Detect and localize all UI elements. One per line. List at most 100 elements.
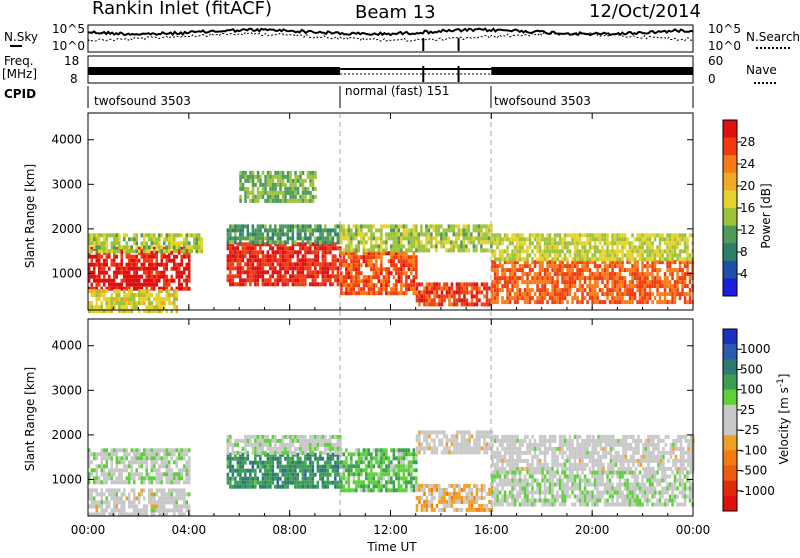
heatmap-cell — [249, 246, 252, 250]
heatmap-cell — [136, 504, 139, 508]
heatmap-cell — [431, 450, 434, 454]
heatmap-cell — [244, 179, 247, 183]
heatmap-cell — [166, 448, 169, 452]
heatmap-cell — [133, 496, 136, 500]
heatmap-cell — [471, 508, 474, 512]
heatmap-cell — [234, 224, 237, 228]
heatmap-cell — [355, 271, 358, 275]
heatmap-cell — [380, 480, 383, 484]
heatmap-cell — [176, 271, 179, 275]
heatmap-cell — [93, 305, 96, 309]
heatmap-cell — [574, 264, 577, 268]
heatmap-cell — [468, 496, 471, 500]
heatmap-cell — [516, 253, 519, 257]
heatmap-cell — [644, 264, 647, 268]
heatmap-cell — [227, 461, 230, 465]
heatmap-cell — [113, 480, 116, 484]
heatmap-cell — [148, 456, 151, 460]
heatmap-cell — [516, 300, 519, 304]
heatmap-cell — [151, 468, 154, 472]
heatmap-cell — [644, 288, 647, 292]
heatmap-cell — [423, 504, 426, 508]
heatmap-cell — [143, 460, 146, 464]
heatmap-cell — [277, 250, 280, 254]
heatmap-cell — [161, 460, 164, 464]
heatmap-cell — [287, 278, 290, 282]
heatmap-cell — [188, 460, 191, 464]
heatmap-cell — [239, 250, 242, 254]
heatmap-cell — [418, 244, 421, 248]
heatmap-cell — [294, 485, 297, 489]
heatmap-cell — [564, 272, 567, 276]
heatmap-cell — [421, 446, 424, 450]
heatmap-cell — [646, 268, 649, 272]
heatmap-cell — [98, 263, 101, 267]
heatmap-cell — [96, 293, 99, 297]
heatmap-cell — [309, 240, 312, 244]
heatmap-cell — [284, 250, 287, 254]
heatmap-cell — [619, 257, 622, 261]
heatmap-cell — [237, 242, 240, 246]
heatmap-cell — [606, 296, 609, 300]
heatmap-cell — [153, 504, 156, 508]
heatmap-cell — [544, 284, 547, 288]
heatmap-cell — [453, 302, 456, 306]
heatmap-cell — [176, 275, 179, 279]
heatmap-cell — [476, 434, 479, 438]
heatmap-cell — [269, 262, 272, 266]
heatmap-cell — [656, 284, 659, 288]
heatmap-cell — [133, 305, 136, 309]
heatmap-cell — [121, 255, 124, 259]
heatmap-cell — [456, 500, 459, 504]
heatmap-cell — [375, 259, 378, 263]
heatmap-cell — [106, 464, 109, 468]
heatmap-cell — [514, 237, 517, 241]
heatmap-cell — [546, 257, 549, 261]
heatmap-cell — [269, 187, 272, 191]
heatmap-cell — [148, 293, 151, 297]
heatmap-cell — [163, 452, 166, 456]
heatmap-cell — [511, 257, 514, 261]
heatmap-cell — [279, 191, 282, 195]
heatmap-cell — [450, 240, 453, 244]
heatmap-cell — [350, 464, 353, 468]
heatmap-cell — [373, 283, 376, 287]
heatmap-cell — [176, 267, 179, 271]
heatmap-cell — [186, 448, 189, 452]
heatmap-cell — [309, 469, 312, 473]
heatmap-cell — [292, 439, 295, 443]
heatmap-cell — [96, 245, 99, 249]
heatmap-cell — [428, 434, 431, 438]
heatmap-cell — [368, 480, 371, 484]
heatmap-cell — [277, 481, 280, 485]
heatmap-cell — [581, 272, 584, 276]
heatmap-cell — [436, 430, 439, 434]
heatmap-cell — [559, 260, 562, 264]
heatmap-cell — [446, 442, 449, 446]
heatmap-cell — [564, 264, 567, 268]
heatmap-cell — [360, 271, 363, 275]
heatmap-cell — [302, 191, 305, 195]
heatmap-cell — [478, 430, 481, 434]
heatmap-cell — [596, 280, 599, 284]
heatmap-cell — [355, 472, 358, 476]
heatmap-cell — [649, 280, 652, 284]
heatmap-cell — [267, 195, 270, 199]
heatmap-cell — [514, 233, 517, 237]
heatmap-cell — [186, 279, 189, 283]
heatmap-cell — [161, 275, 164, 279]
heatmap-cell — [332, 246, 335, 250]
heatmap-cell — [284, 473, 287, 477]
heatmap-cell — [252, 270, 255, 274]
heatmap-cell — [304, 179, 307, 183]
heatmap-cell — [576, 300, 579, 304]
heatmap-cell — [171, 508, 174, 512]
heatmap-cell — [312, 228, 315, 232]
heatmap-cell — [138, 472, 141, 476]
heatmap-cell — [277, 232, 280, 236]
heatmap-cell — [156, 259, 159, 263]
heatmap-cell — [616, 300, 619, 304]
heatmap-cell — [126, 297, 129, 301]
heatmap-cell — [269, 175, 272, 179]
heatmap-cell — [171, 480, 174, 484]
